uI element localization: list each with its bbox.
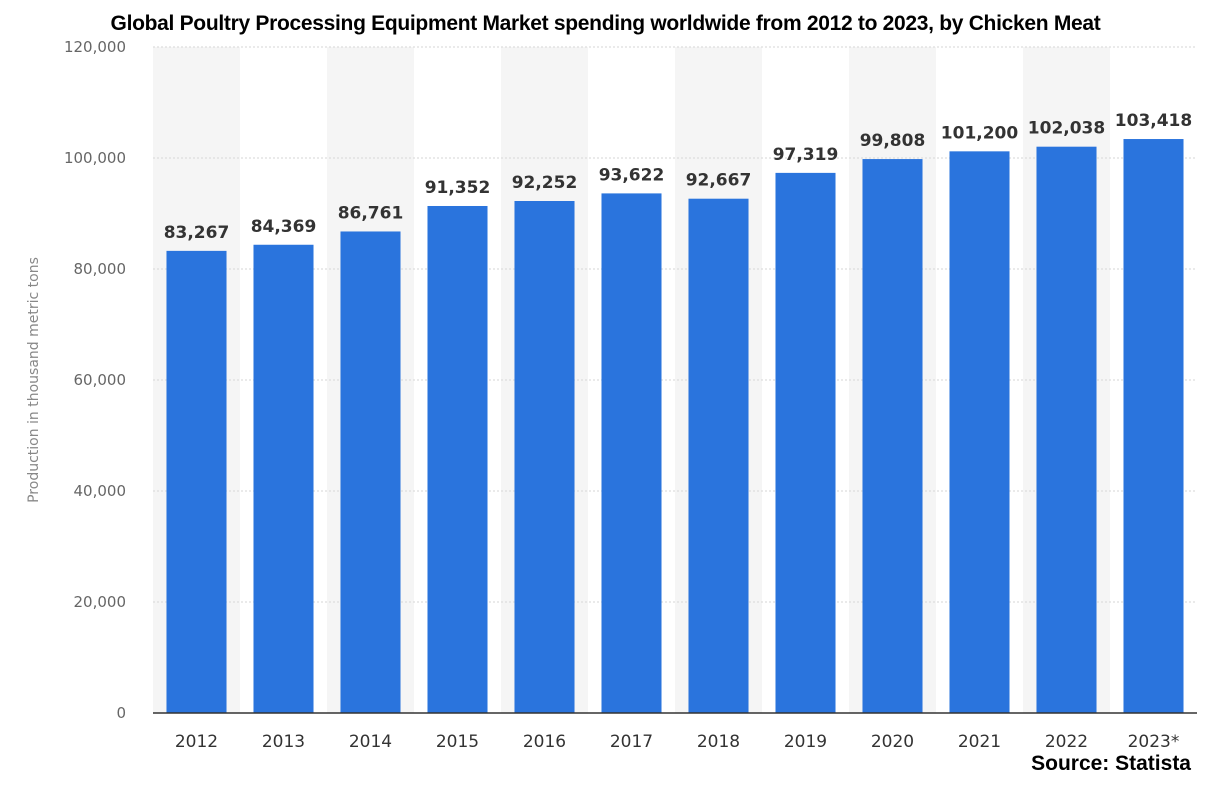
bar-2013 — [253, 244, 314, 713]
chart-title: Global Poultry Processing Equipment Mark… — [110, 12, 1101, 35]
data-label-2022: 102,038 — [1028, 119, 1105, 139]
bar-2012 — [166, 250, 227, 713]
x-tick-label-2022: 2022 — [1045, 732, 1088, 752]
bar-2017 — [601, 193, 662, 714]
bar-2018 — [688, 198, 749, 714]
data-label-2016: 92,252 — [512, 173, 578, 193]
gridlines — [153, 46, 1197, 603]
bar-2019 — [775, 172, 836, 714]
source-note: Source: Statista — [1031, 752, 1191, 775]
x-axis-ticks: 2012 2013 2014 2015 2016 2017 2018 2019 2020 2021… — [175, 732, 1180, 752]
y-axis-ticks: 0 20,000 40,000 60,000 80,000 100,000 120,000 — [64, 38, 126, 722]
data-label-2015: 91,352 — [425, 178, 491, 198]
x-tick-label-2013: 2013 — [262, 732, 305, 752]
y-tick-label: 60,000 — [74, 371, 127, 389]
x-tick-label-2021: 2021 — [958, 732, 1001, 752]
data-label-2012: 83,267 — [164, 223, 230, 243]
x-tick-label-2012: 2012 — [175, 732, 218, 752]
bar-2016 — [514, 201, 575, 713]
data-label-2014: 86,761 — [338, 203, 404, 223]
y-tick-label: 40,000 — [74, 482, 127, 500]
bar-2022 — [1036, 146, 1097, 714]
x-tick-label-2023*: 2023* — [1128, 732, 1180, 752]
x-tick-label-2018: 2018 — [697, 732, 740, 752]
y-tick-label: 20,000 — [74, 593, 127, 611]
data-labels: 83,267 84,369 86,761 91,352 92,252 93,622 92,6… — [164, 111, 1193, 243]
bar-2021 — [949, 151, 1010, 714]
bar-2023* — [1123, 139, 1184, 714]
y-tick-label: 120,000 — [64, 38, 126, 56]
x-tick-label-2016: 2016 — [523, 732, 566, 752]
bar-2015 — [427, 205, 488, 713]
data-label-2018: 92,667 — [686, 171, 752, 191]
data-label-2019: 97,319 — [773, 145, 839, 165]
data-label-2020: 99,808 — [860, 131, 926, 151]
data-label-2013: 84,369 — [251, 217, 317, 237]
data-label-2021: 101,200 — [941, 123, 1019, 143]
y-axis-label: Production in thousand metric tons — [26, 257, 42, 503]
y-tick-label: 80,000 — [74, 260, 127, 278]
x-tick-label-2019: 2019 — [784, 732, 827, 752]
data-label-2023*: 103,418 — [1115, 111, 1192, 131]
bars — [166, 139, 1184, 714]
bar-2020 — [862, 159, 923, 713]
data-label-2017: 93,622 — [599, 165, 665, 185]
x-tick-label-2020: 2020 — [871, 732, 914, 752]
x-tick-label-2014: 2014 — [349, 732, 392, 752]
bar-2014 — [340, 231, 401, 714]
x-tick-label-2015: 2015 — [436, 732, 479, 752]
y-tick-label: 100,000 — [64, 149, 126, 167]
x-tick-label-2017: 2017 — [610, 732, 653, 752]
y-tick-label: 0 — [116, 704, 126, 722]
